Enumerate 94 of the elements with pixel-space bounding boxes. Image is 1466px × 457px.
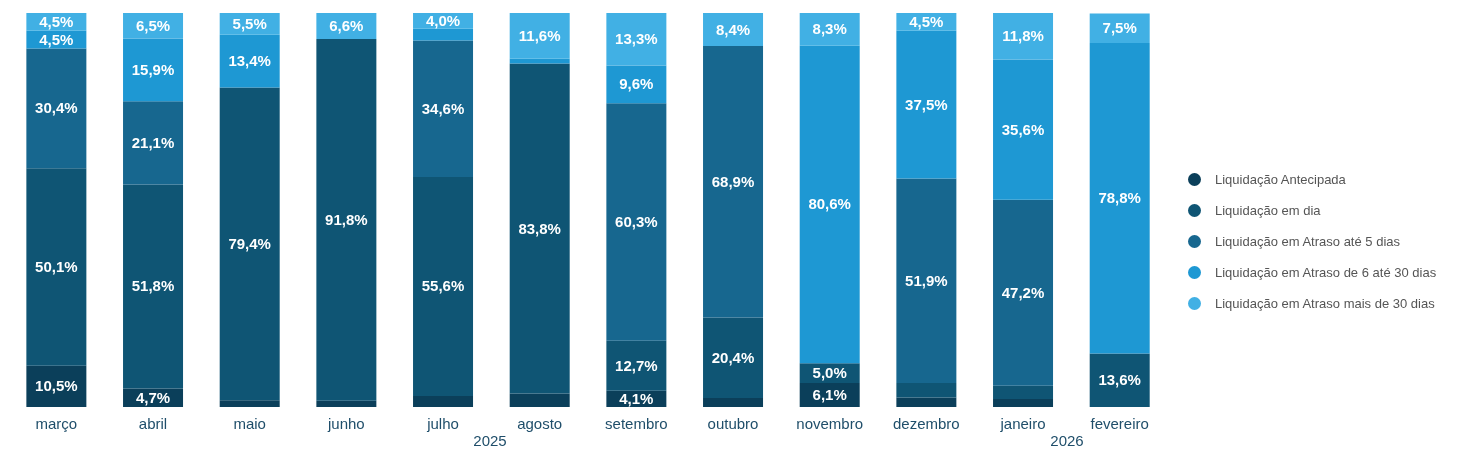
bar: [896, 178, 957, 383]
x-tick-label: março: [35, 415, 78, 432]
bar: [993, 399, 1054, 407]
data-label: 51,8%: [131, 277, 175, 295]
data-label: 55,6%: [421, 277, 465, 295]
bar: [703, 397, 764, 407]
legend-label: Liquidação Antecipada: [1215, 172, 1346, 187]
data-label: 5,0%: [812, 364, 847, 382]
x-tick-label: maio: [233, 415, 266, 432]
bar: [123, 38, 184, 102]
data-label: 47,2%: [1001, 283, 1045, 301]
data-label: 4,0%: [425, 11, 461, 29]
bar: [993, 199, 1054, 386]
bar: [799, 45, 860, 364]
x-tick-label: abril: [138, 415, 168, 432]
data-label: 6,1%: [812, 385, 847, 403]
x-tick-label: outubro: [707, 415, 759, 432]
x-tick-label: agosto: [517, 415, 563, 432]
bar: [606, 103, 667, 341]
data-label: 79,4%: [228, 234, 271, 252]
bar: [896, 382, 957, 398]
data-label: 4,1%: [619, 389, 654, 407]
data-label: 6,6%: [329, 17, 364, 34]
data-label: 4,5%: [909, 12, 944, 30]
x-tick-label: setembro: [605, 415, 668, 432]
bar: [316, 400, 377, 407]
bar: [993, 385, 1054, 400]
data-label: 35,6%: [1001, 120, 1045, 138]
x-tick-label: julho: [426, 415, 459, 432]
bar: [896, 397, 957, 407]
bar: [123, 101, 184, 185]
data-label: 4,5%: [39, 12, 74, 30]
bar: [896, 30, 957, 179]
data-label: 7,5%: [1102, 19, 1137, 37]
data-label: 21,1%: [131, 133, 175, 151]
data-label: 11,8%: [1002, 27, 1044, 45]
bar: [26, 168, 87, 366]
text: 2026: [1049, 432, 1085, 449]
bar: [123, 184, 184, 389]
bar: [703, 46, 764, 318]
data-label: 4,7%: [135, 388, 171, 406]
data-label: 30,4%: [35, 99, 78, 117]
data-label: 60,3%: [615, 213, 658, 231]
bar: [606, 340, 667, 391]
bar: [413, 395, 474, 407]
data-label: 34,6%: [421, 99, 465, 117]
bar: [413, 28, 474, 41]
x-tick-label: junho: [326, 415, 365, 432]
bar: [1089, 353, 1150, 407]
data-label: 8,3%: [812, 20, 847, 38]
bar: [413, 176, 474, 396]
data-label: 68,9%: [711, 172, 755, 190]
bar: [219, 34, 280, 88]
text: 2025: [472, 432, 508, 449]
data-label: 20,4%: [711, 348, 755, 366]
data-label: 78,8%: [1098, 189, 1141, 207]
bar: [316, 39, 377, 401]
data-label: 37,5%: [905, 95, 948, 113]
data-label: 11,6%: [518, 26, 561, 44]
bar: [219, 400, 280, 407]
bar: [413, 40, 474, 177]
data-label: 83,8%: [518, 219, 561, 237]
x-tick-label: dezembro: [892, 415, 960, 432]
x-tick-label: fevereiro: [1090, 415, 1149, 432]
bar: [509, 393, 570, 407]
data-label: 5,5%: [232, 14, 267, 32]
legend-label: Liquidação em Atraso de 6 até 30 dias: [1215, 265, 1437, 280]
bar: [993, 59, 1054, 200]
data-label: 9,6%: [619, 75, 654, 93]
bar: [703, 317, 764, 398]
data-label: 13,6%: [1098, 371, 1141, 389]
legend-label: Liquidação em Atraso até 5 dias: [1215, 234, 1401, 249]
data-label: 15,9%: [131, 60, 175, 78]
data-label: 8,4%: [715, 20, 751, 38]
data-label: 12,7%: [615, 356, 658, 374]
bar: [509, 13, 570, 59]
data-label: 51,9%: [905, 271, 948, 289]
data-label: 6,5%: [135, 16, 171, 34]
bar: [606, 13, 667, 66]
data-label: 13,4%: [228, 52, 271, 70]
data-label: 4,5%: [39, 30, 74, 48]
bar: [26, 48, 87, 169]
data-label: 91,8%: [325, 210, 368, 228]
bar: [1089, 42, 1150, 354]
data-label: 10,5%: [35, 377, 78, 395]
legend-label: Liquidação em Atraso mais de 30 dias: [1215, 296, 1435, 311]
data-label: 80,6%: [808, 195, 851, 213]
data-label: 13,3%: [615, 30, 658, 48]
x-tick-label: novembro: [796, 415, 864, 432]
bar: [509, 63, 570, 394]
bar: [219, 87, 280, 401]
x-tick-label: janeiro: [999, 415, 1046, 432]
data-label: 50,1%: [35, 257, 78, 275]
legend-label: Liquidação em dia: [1215, 203, 1321, 218]
